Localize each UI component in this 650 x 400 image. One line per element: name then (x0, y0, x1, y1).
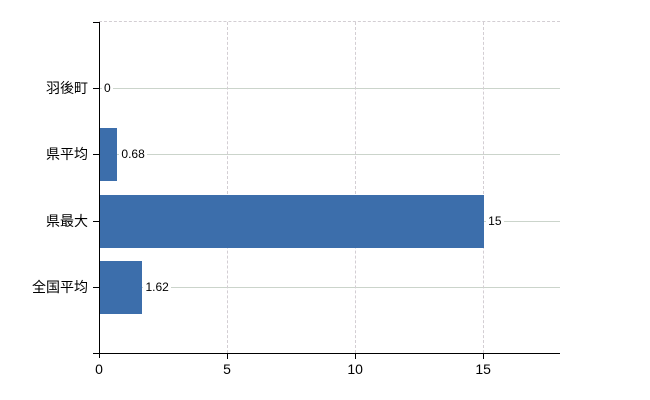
bar-value-label: 0 (102, 81, 113, 95)
category-label: 羽後町 (46, 80, 88, 96)
gridline-horizontal (99, 88, 560, 89)
gridline-vertical (355, 22, 357, 353)
plot-top-border (99, 21, 560, 22)
x-tick (227, 353, 229, 359)
y-axis-line (99, 22, 100, 358)
category-label: 全国平均 (32, 279, 88, 295)
bar (100, 194, 485, 248)
gridline-vertical (227, 22, 229, 353)
bar-value-label: 15 (486, 214, 504, 228)
plot-area: 0 0.68 15 1.62 (99, 21, 560, 353)
y-axis-top-tick (93, 22, 99, 23)
bar-value-label: 0.68 (119, 147, 147, 161)
y-tick (93, 154, 99, 155)
category-label: 県最大 (46, 213, 88, 229)
gridline-vertical (483, 22, 485, 353)
y-tick (93, 88, 99, 89)
x-tick-label: 10 (347, 361, 363, 377)
x-axis-line (93, 353, 560, 354)
x-tick-label: 0 (95, 361, 103, 377)
x-tick-label: 15 (475, 361, 491, 377)
y-tick (93, 221, 99, 222)
bar (100, 127, 118, 181)
x-tick-label: 5 (223, 361, 231, 377)
x-tick (483, 353, 485, 359)
gridline-horizontal (99, 287, 560, 288)
y-tick (93, 287, 99, 288)
x-tick (355, 353, 357, 359)
bar-value-label: 1.62 (143, 280, 171, 294)
category-label: 県平均 (46, 146, 88, 162)
gridline-horizontal (99, 154, 560, 155)
bar (100, 260, 142, 314)
